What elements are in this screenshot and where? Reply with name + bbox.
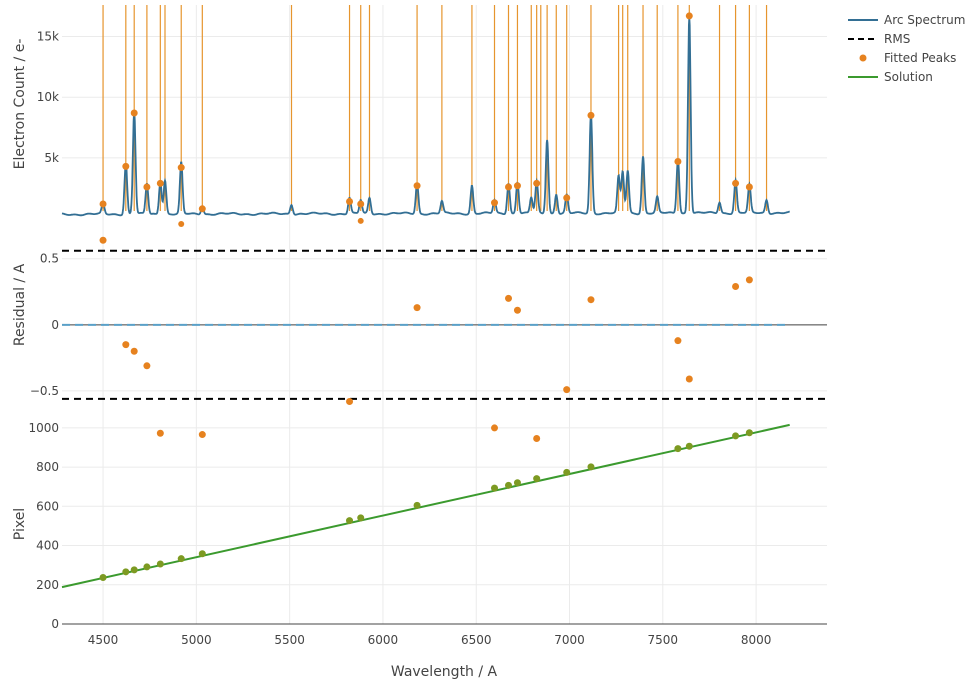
solution-point: [130, 566, 138, 574]
solution-point: [533, 475, 541, 483]
solution-point: [491, 484, 499, 492]
residual-point: [99, 236, 107, 244]
solution-y-tick-label: 400: [36, 539, 59, 553]
solution-point: [177, 555, 185, 563]
residual-point: [685, 375, 693, 383]
solution-y-tick-label: 800: [36, 460, 59, 474]
fitted-peak-point: [745, 183, 753, 191]
fitted-peak-point: [99, 200, 107, 208]
fitted-peak-point: [357, 200, 365, 208]
fitted-peak-point: [732, 179, 740, 187]
solution-point: [413, 501, 421, 509]
residual-y-tick-label: −0.5: [30, 384, 59, 398]
fitted-peak-point: [685, 12, 693, 20]
solution-y-tick-label: 200: [36, 578, 59, 592]
arc-spectrum-line: [61, 17, 790, 217]
legend-swatch-marker: [859, 54, 867, 62]
fitted-peak-point: [563, 194, 571, 202]
fitted-peak-point: [122, 162, 130, 170]
solution-point: [685, 442, 693, 450]
spectrum-y-tick-label: 5k: [44, 151, 59, 165]
residual-point: [587, 296, 595, 304]
legend-label: Fitted Peaks: [884, 51, 956, 65]
solution-point: [99, 574, 107, 582]
x-tick-label: 6500: [461, 633, 492, 647]
x-tick-label: 7500: [648, 633, 679, 647]
solution-point: [513, 479, 521, 487]
residual-point: [513, 306, 521, 314]
x-tick-label: 5000: [181, 633, 212, 647]
grid-layer: [62, 5, 827, 625]
fitted-peak-point: [177, 164, 185, 172]
residual-point: [533, 435, 541, 443]
residual-point: [732, 282, 740, 290]
fitted-peak-point: [587, 111, 595, 119]
fitted-peak-point: [198, 205, 206, 213]
spectrum-y-tick-label: 10k: [37, 90, 59, 104]
fitted-peak-point: [533, 179, 541, 187]
x-axis-title: Wavelength / A: [391, 664, 498, 680]
solution-point: [732, 432, 740, 440]
fitted-peak-point: [491, 199, 499, 207]
pixel-y-axis-title: Pixel: [12, 508, 28, 540]
residual-y-axis-title: Residual / A: [12, 263, 28, 346]
solution-point: [143, 563, 151, 571]
x-tick-label: 5500: [274, 633, 305, 647]
fitted-peak-point: [143, 183, 151, 191]
residual-y-tick-label: 0.5: [40, 252, 59, 266]
residual-point: [130, 347, 138, 355]
solution-y-tick-label: 0: [51, 617, 59, 631]
solution-point: [156, 560, 164, 568]
solution-point: [563, 468, 571, 476]
fitted-peak-point: [357, 217, 364, 224]
fitted-peak-point: [178, 220, 185, 227]
legend-label: Arc Spectrum: [884, 13, 965, 27]
fitted-peak-point: [504, 183, 512, 191]
axis-layer: Electron Count / e- Residual / A Pixel W…: [12, 30, 827, 680]
residual-point: [156, 429, 164, 437]
spectrum-y-axis-title: Electron Count / e-: [12, 39, 28, 170]
x-tick-label: 6000: [368, 633, 399, 647]
x-tick-label: 4500: [88, 633, 119, 647]
residual-point: [674, 337, 682, 345]
residual-y-tick-label: 0: [51, 318, 59, 332]
solution-y-tick-label: 600: [36, 499, 59, 513]
fitted-peak-point: [413, 182, 421, 190]
fitted-peak-point: [156, 179, 164, 187]
residual-point: [563, 386, 571, 394]
residual-point: [504, 294, 512, 302]
solution-point: [504, 481, 512, 489]
legend-label: Solution: [884, 70, 933, 84]
legend: Arc Spectrum RMS Fitted Peaks Solution: [848, 13, 965, 84]
residual-point: [491, 424, 499, 432]
data-layer: [61, 5, 827, 589]
residual-point: [413, 304, 421, 312]
x-tick-label: 7000: [554, 633, 585, 647]
residual-point: [745, 276, 753, 284]
residual-point: [143, 362, 151, 370]
residual-point: [346, 397, 354, 405]
residual-point: [122, 341, 130, 349]
legend-label: RMS: [884, 32, 910, 46]
fitted-peak-point: [130, 109, 138, 117]
solution-point: [122, 568, 130, 576]
solution-point: [587, 463, 595, 471]
residual-point: [198, 431, 206, 439]
fitted-peak-point: [674, 157, 682, 165]
solution-point: [674, 445, 682, 453]
solution-point: [357, 514, 365, 522]
spectrum-y-tick-label: 15k: [37, 30, 59, 44]
x-tick-label: 8000: [741, 633, 772, 647]
solution-point: [198, 550, 206, 558]
solution-point: [346, 517, 354, 525]
fitted-peak-point: [346, 198, 354, 206]
solution-point: [745, 429, 753, 437]
solution-y-tick-label: 1000: [28, 421, 59, 435]
fitted-peak-point: [513, 182, 521, 190]
